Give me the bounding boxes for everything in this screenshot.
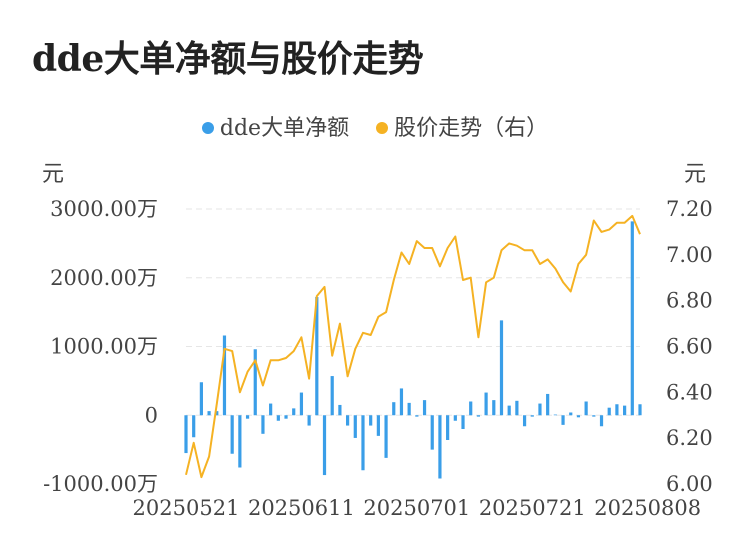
dde-bar	[492, 400, 496, 416]
left-axis-unit: 元	[42, 162, 65, 187]
dde-bar	[584, 401, 588, 416]
dde-bar	[222, 335, 227, 416]
left-tick-label: -1000.00万	[43, 472, 158, 496]
dde-bar	[322, 415, 327, 476]
dde-bar	[515, 400, 519, 416]
dde-bar	[461, 415, 465, 429]
dde-bar	[345, 415, 350, 426]
dde-bar	[446, 415, 450, 440]
dde-bar	[230, 415, 234, 454]
dde-bar	[530, 415, 534, 417]
dde-bar	[607, 407, 611, 416]
dde-bar	[407, 402, 411, 416]
right-tick-label: 7.20	[666, 197, 713, 221]
dde-bar	[538, 403, 542, 416]
dde-bar	[253, 349, 257, 416]
dde-bar	[623, 405, 627, 416]
dde-bar	[353, 415, 357, 438]
dde-bar	[422, 400, 427, 416]
right-tick-label: 6.00	[666, 472, 713, 496]
left-tick-label: 3000.00万	[50, 197, 158, 221]
dde-bar	[476, 415, 481, 417]
dde-bar	[261, 415, 265, 434]
dde-bar	[207, 411, 211, 416]
legend-item-price[interactable]: 股价走势（右）	[376, 110, 548, 142]
dde-bar	[415, 415, 419, 417]
dde-bar	[599, 415, 604, 427]
dde-bar	[576, 415, 581, 418]
left-tick-label: 0	[145, 403, 158, 427]
dde-bar	[238, 415, 242, 468]
x-tick-label: 20250721	[479, 496, 586, 520]
dde-bar	[276, 415, 280, 421]
legend-label-dde: dde大单净额	[219, 116, 350, 141]
dde-bar	[522, 415, 527, 427]
dde-bar	[284, 415, 288, 419]
left-tick-label: 1000.00万	[50, 335, 158, 359]
dde-bar	[376, 415, 380, 436]
dde-bar	[430, 415, 434, 450]
dde-bar	[453, 415, 457, 421]
dde-bar	[553, 414, 557, 416]
left-tick-label: 2000.00万	[50, 266, 158, 290]
legend-dot-price-icon	[376, 122, 389, 134]
dde-bar	[330, 376, 334, 416]
axis-labels: 3000.00万 2000.00万 1000.00万 0 -1000.00万 7.20 7.…	[43, 197, 713, 520]
dde-bar	[384, 415, 388, 458]
price-line	[185, 214, 641, 479]
dde-bar	[369, 415, 373, 426]
legend[interactable]: dde大单净额 股价走势（右）	[0, 110, 750, 142]
x-tick-label: 20250611	[248, 496, 355, 520]
x-tick-label: 20250808	[594, 496, 701, 520]
dde-bar	[638, 404, 642, 416]
dde-bar	[245, 415, 250, 419]
legend-label-price: 股价走势（右）	[394, 116, 549, 141]
dde-bar	[569, 412, 573, 416]
right-tick-label: 6.80	[666, 289, 713, 313]
legend-item-dde[interactable]: dde大单净额	[201, 110, 350, 142]
dde-bar	[184, 415, 188, 454]
dde-bar	[484, 392, 488, 416]
right-tick-label: 7.00	[666, 243, 713, 267]
dde-bar	[199, 382, 203, 416]
dde-bar	[592, 415, 596, 417]
dde-bar	[315, 297, 319, 416]
x-tick-label: 20250521	[133, 496, 240, 520]
bar-series	[184, 221, 642, 479]
right-tick-label: 6.40	[666, 380, 713, 404]
dde-bar	[438, 415, 442, 479]
dde-bar	[499, 320, 504, 416]
dde-bar	[630, 221, 634, 416]
chart-title: dde大单净额与股价走势	[32, 38, 424, 80]
dde-bar	[307, 415, 311, 426]
dde-bar	[469, 401, 473, 416]
right-axis-unit: 元	[684, 162, 707, 187]
dde-bar	[507, 405, 511, 416]
dde-bar	[546, 393, 550, 416]
legend-dot-dde-icon	[201, 122, 214, 134]
line-series	[185, 214, 641, 479]
dde-bar	[192, 415, 196, 438]
x-tick-label: 20250701	[363, 496, 470, 520]
dde-bar	[399, 388, 404, 416]
dde-bar	[561, 415, 565, 425]
right-tick-label: 6.20	[666, 426, 713, 450]
dde-bar	[361, 415, 365, 471]
dde-bar	[338, 404, 342, 416]
dde-bar	[292, 408, 296, 416]
dde-bar	[299, 392, 304, 416]
dde-bar	[615, 404, 619, 416]
dde-bar	[269, 403, 273, 416]
dde-bar	[215, 411, 219, 416]
dde-bar	[392, 402, 396, 416]
right-tick-label: 6.60	[666, 335, 713, 359]
